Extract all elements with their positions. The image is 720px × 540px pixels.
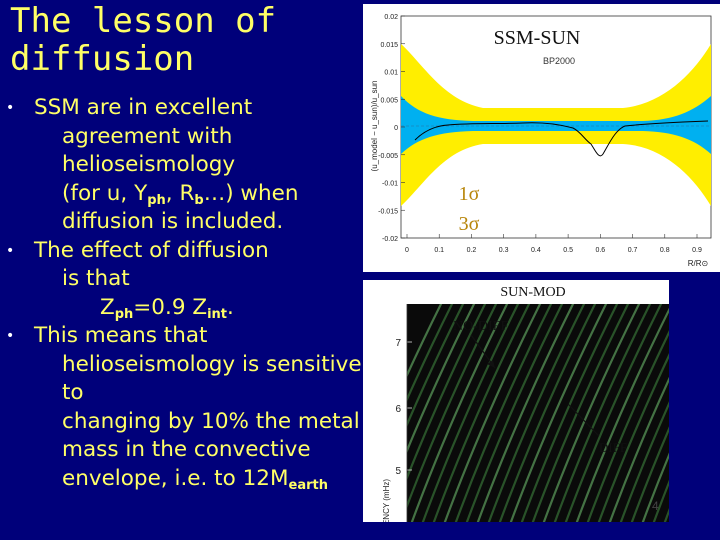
frequency-ridge	[531, 304, 630, 522]
frequency-ridge	[407, 304, 465, 428]
metallicity-formula: Zph=0.9 Zint.	[100, 294, 234, 322]
ssm-sun-label: SSM-SUN	[494, 27, 581, 49]
y-tick-label: 0.02	[384, 14, 398, 21]
frequency-ridge	[564, 304, 663, 522]
y-tick-label: 6	[395, 404, 401, 415]
y-tick-label: 0.015	[380, 42, 398, 49]
frequency-ridge	[443, 304, 542, 522]
bullet-item-ssm-agreement: • SSM are in excellent agreement with he…	[6, 94, 376, 237]
ridge-plot-area	[407, 304, 669, 522]
y-tick-labels: 0.02 0.015 0.01 0.005 0 -0.005 -0.01 -0.015 -0.0…	[378, 14, 405, 243]
y-axis-label: (u_model − u_sun)/u_sun	[370, 81, 379, 172]
bullet-line: is that	[62, 266, 130, 291]
frequency-ridge	[542, 304, 641, 522]
frequency-ridge	[597, 353, 669, 522]
bullet-line: SSM are in excellent	[34, 95, 253, 120]
frequency-ridge	[421, 304, 520, 522]
frequency-ridges	[407, 304, 669, 522]
x-tick-label: 0.3	[499, 247, 509, 254]
bullet-line: helioseismology	[62, 152, 236, 177]
bullet-line: (for u, Yph, Rb…) when	[62, 180, 299, 208]
y-tick-label: 0.01	[384, 70, 398, 77]
diff-arrow	[567, 403, 600, 437]
bullet-list: • SSM are in excellent agreement with he…	[6, 94, 376, 493]
x-tick-label: 0	[405, 247, 409, 254]
bullet-line: envelope, i.e. to 12Mearth	[62, 465, 328, 493]
y-axis-label: ENCY (mHz)	[382, 479, 391, 522]
x-tick-label: 0.5	[563, 247, 573, 254]
y-tick-label: -0.01	[382, 181, 398, 188]
bullet-line: diffusion is included.	[62, 209, 284, 234]
bullet-item-sensitivity: • This means that helioseismology is sen…	[6, 322, 376, 493]
x-tick-label: 0.7	[628, 247, 638, 254]
sun-mod-label: SUN-MOD	[500, 285, 565, 300]
frequency-ridge	[619, 401, 669, 522]
y-tick-label: 5	[395, 466, 401, 477]
residual-curve	[414, 120, 709, 157]
frequency-ridge	[407, 304, 443, 378]
x-tick-label: 0.4	[531, 247, 541, 254]
bullet-line: This means that	[34, 323, 208, 348]
bullet-line: changing by 10% the metal	[62, 408, 360, 434]
x-tick-label: 0.9	[692, 247, 702, 254]
x-tick-label: 0.8	[660, 247, 670, 254]
frequency-ridge	[641, 452, 669, 522]
no-diff-arrowhead	[487, 360, 495, 368]
frequency-ridge	[487, 304, 586, 522]
frequency-ridge	[476, 304, 575, 522]
bullet-dot: •	[6, 100, 15, 116]
y-tick-label: 0	[394, 125, 398, 132]
page-number: 4	[652, 499, 659, 513]
frequency-ridge	[432, 304, 531, 522]
y-tick-label: 7	[395, 338, 401, 349]
frequency-ridge	[520, 304, 619, 522]
frequency-ridge	[407, 304, 498, 509]
one-sigma-label: 1σ	[459, 183, 480, 205]
frequency-ridge	[407, 304, 487, 481]
bullet-dot: •	[6, 328, 15, 344]
ssm-sun-figure: 0.02 0.015 0.01 0.005 0 -0.005 -0.01 -0.015 -0.0…	[363, 4, 720, 272]
sound-speed-residual-plot: 0.02 0.015 0.01 0.005 0 -0.005 -0.01 -0.015 -0.0…	[363, 4, 720, 272]
frequency-ridge	[575, 307, 669, 522]
no-diff-label: NO-DIFF	[453, 319, 508, 334]
three-sigma-label: 3σ	[459, 213, 480, 235]
y-tick-label: -0.015	[378, 208, 398, 215]
frequency-ridge	[608, 376, 669, 522]
frequency-ridge-plot: 7 6 5 ENCY (mHz) SUN-MOD NO-DIFF DIFF 4	[363, 280, 669, 522]
x-tick-label: 0.6	[595, 247, 605, 254]
x-tick-labels: 0 0.1 0.2 0.3 0.4 0.5 0.6 0.7 0.8 0.9	[405, 234, 702, 254]
frequency-ridge	[652, 479, 669, 522]
bullet-item-diffusion-effect: • The effect of diffusion is that Zph=0.…	[6, 237, 376, 323]
frequency-ridge	[410, 304, 509, 522]
bullet-line: The effect of diffusion	[34, 237, 269, 263]
slide-title: The lesson of diffusion	[10, 1, 277, 79]
bullet-line: mass in the convective	[62, 437, 311, 462]
y-tick-label: -0.005	[378, 153, 398, 160]
x-tick-label: 0.1	[434, 247, 444, 254]
bullet-line: agreement with	[62, 123, 233, 149]
frequency-ridge	[407, 304, 476, 454]
bullet-dot: •	[6, 242, 15, 259]
diff-label: DIFF	[599, 440, 627, 455]
y-tick-label: -0.02	[382, 236, 398, 243]
frequency-ridge	[407, 304, 454, 403]
bullet-line: helioseismology is sensitive to	[62, 351, 362, 406]
y-tick-labels: 7 6 5	[395, 338, 412, 477]
frequency-ridge	[509, 304, 608, 522]
figure-subtitle: BP2000	[543, 56, 575, 66]
x-tick-label: 0.2	[467, 247, 477, 254]
x-axis-label: R/R⊙	[688, 259, 708, 268]
y-tick-label: 0.005	[380, 97, 398, 104]
frequency-ridge	[498, 304, 597, 522]
frequency-ridge	[586, 330, 669, 522]
frequency-ridge	[454, 304, 553, 522]
frequency-ridge	[553, 304, 652, 522]
frequency-ridge	[465, 304, 564, 522]
sun-mod-figure: 7 6 5 ENCY (mHz) SUN-MOD NO-DIFF DIFF 4	[363, 280, 669, 522]
frequency-ridge	[630, 426, 669, 522]
